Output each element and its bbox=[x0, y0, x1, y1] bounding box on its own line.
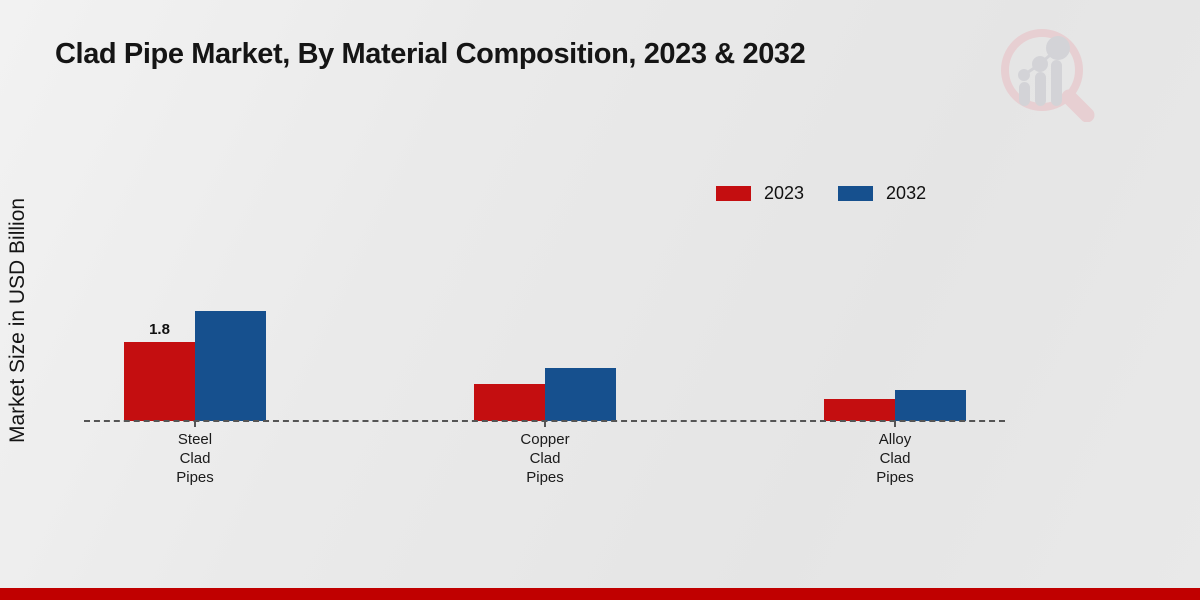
legend-label-2023: 2023 bbox=[764, 183, 805, 203]
bar-2023-steel-clad-pipes bbox=[124, 342, 195, 421]
bar-value-label-2023-steel-clad-pipes: 1.8 bbox=[149, 321, 170, 338]
legend-label-2032: 2032 bbox=[886, 183, 927, 203]
legend-item-2032: 2032 bbox=[838, 183, 926, 204]
bar-2023-copper-clad-pipes bbox=[474, 384, 545, 421]
bar-2023-alloy-clad-pipes bbox=[824, 399, 895, 421]
watermark-magnifier-chart-logo bbox=[1001, 29, 1095, 122]
category-label-steel-clad-pipes: Steel Clad Pipes bbox=[176, 431, 214, 486]
legend-swatch-2023 bbox=[716, 186, 751, 201]
category-label-alloy-clad-pipes: Alloy Clad Pipes bbox=[876, 431, 914, 486]
footer-red-strip bbox=[0, 588, 1200, 600]
bar-2032-steel-clad-pipes bbox=[195, 311, 266, 421]
x-axis-tick bbox=[194, 421, 196, 427]
legend: 2023 2032 bbox=[716, 183, 926, 204]
category-label-copper-clad-pipes: Copper Clad Pipes bbox=[520, 431, 570, 486]
x-axis-tick bbox=[894, 421, 896, 427]
bar-2032-alloy-clad-pipes bbox=[895, 390, 966, 421]
chart-title: Clad Pipe Market, By Material Compositio… bbox=[55, 38, 806, 70]
legend-item-2023: 2023 bbox=[716, 183, 804, 204]
legend-swatch-2032 bbox=[838, 186, 874, 201]
x-axis-tick bbox=[544, 421, 546, 427]
bar-2032-copper-clad-pipes bbox=[545, 368, 616, 421]
